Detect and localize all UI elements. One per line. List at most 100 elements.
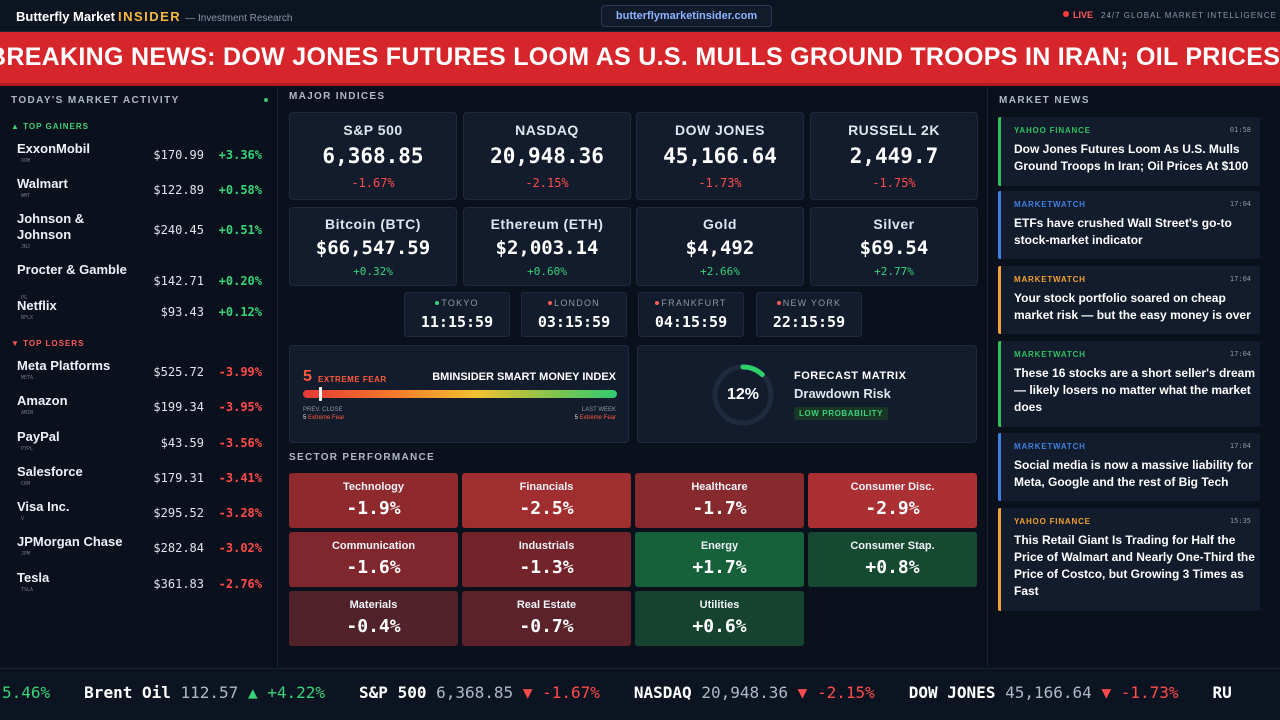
ticker-item[interactable]: 5.46%	[2, 683, 50, 702]
stock-price: $122.89	[153, 183, 204, 197]
stock-price: $170.99	[153, 148, 204, 162]
stock-ticker: PYPL	[21, 446, 34, 452]
sector-value: -0.4%	[346, 616, 401, 637]
index-change: +2.66%	[700, 265, 740, 278]
news-card[interactable]: YAHOO FINANCE 01:58 Dow Jones Futures Loom…	[998, 117, 1260, 186]
stock-change: -2.76%	[218, 577, 262, 591]
sector-value: -0.7%	[519, 616, 574, 637]
sector-tile[interactable]: Technology -1.9%	[289, 473, 458, 528]
sector-tile[interactable]: Utilities +0.6%	[635, 591, 804, 646]
stock-name: ExxonMobil	[17, 141, 90, 156]
forecast-matrix-card[interactable]: 12% FORECAST MATRIX Drawdown Risk LOW PR…	[637, 345, 977, 443]
sector-tile[interactable]: Industrials -1.3%	[462, 532, 631, 587]
news-time: 17:04	[1229, 442, 1251, 450]
ticker-change: 5.46%	[2, 683, 51, 702]
index-card[interactable]: RUSSELL 2K 2,449.7 -1.75%	[810, 112, 978, 200]
index-card[interactable]: Ethereum (ETH) $2,003.14 +0.60%	[463, 207, 631, 286]
ticker-change: -1.67%	[542, 683, 600, 702]
stock-row[interactable]: Salesforce CRM $179.31 -3.41%	[10, 460, 270, 494]
sector-tile[interactable]: Real Estate -0.7%	[462, 591, 631, 646]
stock-row[interactable]: Tesla TSLA $361.83 -2.76%	[10, 566, 270, 600]
ticker-change: +4.22%	[267, 683, 326, 702]
stock-change: +0.20%	[218, 274, 262, 288]
sector-name: Communication	[331, 540, 416, 552]
sector-tile[interactable]: Financials -2.5%	[462, 473, 631, 528]
stock-row[interactable]: PayPal PYPL $43.59 -3.56%	[10, 425, 270, 459]
index-card[interactable]: DOW JONES 45,166.64 -1.73%	[636, 112, 804, 200]
news-card[interactable]: MARKETWATCH 17:04 Social media is now a ma…	[998, 433, 1260, 501]
stock-ticker: NFLX	[21, 315, 34, 321]
news-card[interactable]: MARKETWATCH 17:04 These 16 stocks are a sh…	[998, 341, 1260, 427]
probability-badge: LOW PROBABILITY	[794, 407, 889, 420]
sector-tile[interactable]: Consumer Disc. -2.9%	[808, 473, 977, 528]
news-card[interactable]: MARKETWATCH 17:04 ETFs have crushed Wall S…	[998, 191, 1260, 259]
stock-row[interactable]: Amazon AMZN $199.34 -3.95%	[10, 389, 270, 423]
stock-row[interactable]: JPMorgan Chase JPM $282.84 -3.02%	[10, 530, 270, 564]
live-label: LIVE	[1073, 10, 1094, 20]
sector-tile[interactable]: Healthcare -1.7%	[635, 473, 804, 528]
index-change: +0.32%	[353, 265, 393, 278]
index-card[interactable]: NASDAQ 20,948.36 -2.15%	[463, 112, 631, 200]
index-change: +2.77%	[874, 265, 914, 278]
brand-subtitle: — Investment Research	[185, 13, 293, 24]
stock-row[interactable]: Procter & Gamble PG $142.71 +0.20%	[10, 258, 270, 302]
forecast-subtitle: Drawdown Risk	[794, 386, 891, 401]
ticker-item[interactable]: DOW JONES 45,166.64 ▼ -1.73%	[909, 683, 1179, 702]
index-change: -1.73%	[698, 176, 742, 190]
market-status-dot-icon	[776, 301, 781, 305]
stock-row[interactable]: Walmart WMT $122.89 +0.58%	[10, 172, 270, 206]
arrow-down-icon: ▼	[797, 683, 808, 702]
market-status-dot-icon	[435, 301, 440, 305]
index-value: 2,449.7	[849, 144, 939, 168]
sector-tile[interactable]: Communication -1.6%	[289, 532, 458, 587]
sector-tile[interactable]: Materials -0.4%	[289, 591, 458, 646]
stock-row[interactable]: Netflix NFLX $93.43 +0.12%	[10, 294, 270, 328]
index-change: +0.60%	[527, 265, 567, 278]
site-url[interactable]: butterflymarketinsider.com	[601, 5, 772, 27]
index-card[interactable]: Gold $4,492 +2.66%	[636, 207, 804, 286]
stock-price: $43.59	[160, 436, 204, 450]
sector-tile[interactable]: Consumer Stap. +0.8%	[808, 532, 977, 587]
world-clock: NEW YORK 22:15:59	[756, 292, 862, 337]
news-headline: This Retail Giant Is Trading for Half th…	[1014, 533, 1255, 598]
ticker-price: 20,948.36	[701, 683, 789, 702]
index-name: RUSSELL 2K	[848, 122, 940, 138]
breaking-news-banner[interactable]: BREAKING NEWS: DOW JONES FUTURES LOOM AS…	[0, 32, 1280, 86]
last-week-value: 5 Extreme Fear	[575, 415, 616, 421]
clock-city: FRANKFURT	[639, 298, 743, 308]
ticker-name: DOW JONES	[908, 683, 996, 702]
ticker-item[interactable]: NASDAQ 20,948.36 ▼ -2.15%	[634, 683, 875, 702]
sector-name: Utilities	[699, 599, 740, 611]
news-card[interactable]: MARKETWATCH 17:04 Your stock portfolio soa…	[998, 266, 1260, 334]
stock-row[interactable]: Visa Inc. V $295.52 -3.28%	[10, 495, 270, 529]
index-card[interactable]: Silver $69.54 +2.77%	[810, 207, 978, 286]
index-name: NASDAQ	[515, 122, 579, 138]
stock-name: PayPal	[17, 429, 60, 444]
ticker-item[interactable]: Brent Oil 112.57 ▲ +4.22%	[84, 683, 325, 702]
stock-ticker: WMT	[21, 193, 31, 199]
index-card[interactable]: Bitcoin (BTC) $66,547.59 +0.32%	[289, 207, 457, 286]
stock-price: $179.31	[153, 471, 204, 485]
stock-row[interactable]: Meta Platforms META $525.72 -3.99%	[10, 354, 270, 388]
sector-value: +0.8%	[865, 557, 920, 578]
market-news-title: MARKET NEWS	[999, 95, 1090, 106]
brand-main: Butterfly Market	[16, 9, 115, 24]
stock-name: Salesforce	[17, 464, 83, 479]
stock-change: -3.95%	[218, 400, 262, 414]
index-name: Gold	[703, 216, 737, 232]
ticker-price: 112.57	[180, 683, 239, 702]
news-card[interactable]: YAHOO FINANCE 15:35 This Retail Giant Is T…	[998, 508, 1260, 611]
top-gainers-label: ▲ TOP GAINERS	[11, 122, 89, 131]
ticker-item[interactable]: RU	[1213, 683, 1232, 702]
news-time: 17:04	[1229, 200, 1251, 208]
brand-logo[interactable]: Butterfly Market INSIDER — Investment Rese…	[16, 9, 292, 24]
news-time: 17:04	[1229, 275, 1251, 283]
ticker-item[interactable]: S&P 500 6,368.85 ▼ -1.67%	[359, 683, 600, 702]
smart-money-index-card[interactable]: 5 EXTREME FEAR BMINSIDER SMART MONEY IND…	[289, 345, 629, 443]
arrow-down-icon: ▼	[522, 683, 533, 702]
stock-row[interactable]: ExxonMobil XOM $170.99 +3.36%	[10, 137, 270, 171]
stock-ticker: JNJ	[21, 244, 31, 250]
index-card[interactable]: S&P 500 6,368.85 -1.67%	[289, 112, 457, 200]
sector-tile[interactable]: Energy +1.7%	[635, 532, 804, 587]
stock-row[interactable]: Johnson & Johnson JNJ $240.45 +0.51%	[10, 207, 270, 251]
